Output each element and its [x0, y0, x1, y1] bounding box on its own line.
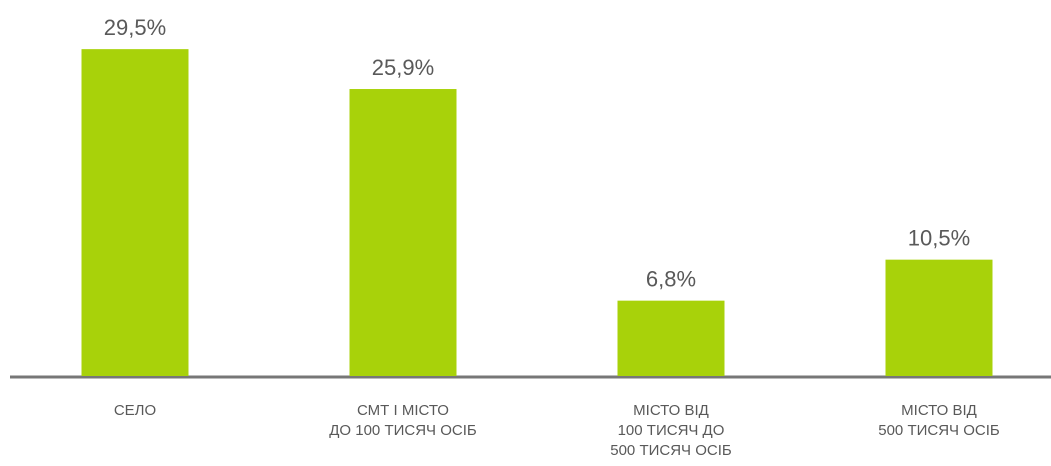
- value-label: 25,9%: [372, 55, 434, 80]
- value-label: 29,5%: [104, 15, 166, 40]
- x-tick-label: МІСТО ВІД 500 ТИСЯЧ ОСІБ: [878, 402, 1000, 439]
- bar: [617, 300, 725, 376]
- bar: [349, 89, 457, 376]
- bar: [81, 49, 189, 376]
- x-tick-label: СЕЛО: [113, 402, 157, 419]
- value-label: 10,5%: [908, 226, 970, 251]
- value-label: 6,8%: [646, 267, 696, 292]
- x-tick-label: МІСТО ВІД 100 ТИСЯЧ ДО 500 ТИСЯЧ ОСІБ: [610, 402, 732, 459]
- bar: [885, 259, 993, 376]
- x-tick-label: СМТ І МІСТО ДО 100 ТИСЯЧ ОСІБ: [329, 402, 477, 439]
